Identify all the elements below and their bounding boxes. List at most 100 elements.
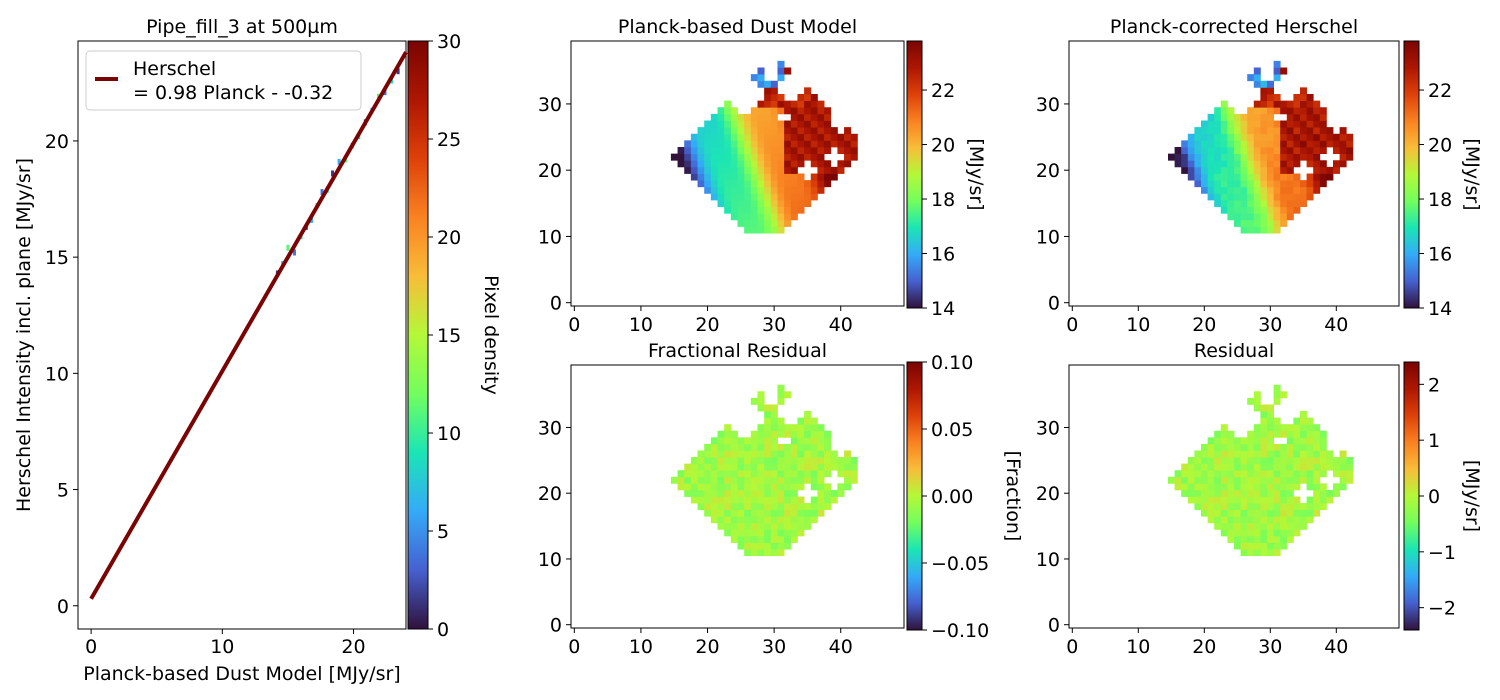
map-cell [750, 463, 758, 471]
map-cell [750, 200, 758, 208]
map-cell [777, 94, 785, 102]
map-cell [824, 127, 832, 135]
map-cell [1240, 147, 1248, 155]
map-cell [1207, 509, 1215, 517]
map-cell [1280, 522, 1288, 530]
map-cell [1227, 173, 1235, 181]
map-cell [830, 127, 838, 135]
map-cell [1339, 450, 1347, 458]
map-cell [730, 509, 738, 517]
map-cell [677, 147, 685, 155]
colorbar-tick-label: 1 [1428, 430, 1440, 452]
colorbar-tick-label: 16 [1428, 244, 1452, 266]
map-cell [690, 153, 698, 161]
map-cell [730, 213, 738, 221]
map-cell [1313, 107, 1321, 115]
map-cell [764, 522, 772, 530]
map-cell [1234, 120, 1241, 128]
map-cell [1253, 120, 1261, 128]
x-tick-label: 20 [1192, 636, 1216, 658]
map-cell [1240, 496, 1248, 504]
map-cell [1247, 74, 1255, 82]
map-cell [777, 166, 785, 174]
map-cell [1273, 496, 1281, 504]
map-cell [810, 160, 818, 168]
map-cell [837, 489, 845, 497]
map-cell [1326, 173, 1334, 181]
map-cell [1306, 509, 1314, 517]
map-cell [1313, 173, 1321, 181]
map-cell [1273, 476, 1281, 484]
map-cell [1280, 450, 1288, 458]
map-cell [724, 424, 732, 432]
map-cell [1207, 470, 1215, 478]
map-cell [737, 113, 745, 121]
map-cell [1247, 140, 1255, 148]
map-cell [1300, 437, 1307, 445]
map-cell [704, 120, 712, 128]
map-cell [804, 180, 812, 188]
map-cell [1293, 206, 1301, 214]
map-cell [1306, 483, 1314, 491]
map-cell [1220, 200, 1228, 208]
map-cell [1207, 166, 1215, 174]
map-cell [1201, 503, 1208, 511]
map-cell [737, 509, 745, 517]
map-cell [1267, 516, 1274, 524]
map-cell [1306, 193, 1314, 201]
map-cell [1313, 476, 1321, 484]
map-cell [1207, 496, 1215, 504]
map-cell [1201, 127, 1208, 135]
map-cell [1214, 450, 1222, 458]
colorbar-tick-label: 0 [1428, 486, 1440, 508]
map-cell [730, 463, 738, 471]
map-cell [1247, 542, 1255, 550]
map-title: Residual [1194, 340, 1274, 362]
map-cell [737, 463, 745, 471]
map-cell [810, 193, 818, 201]
map-cell [770, 424, 778, 432]
map-cell [1187, 160, 1195, 168]
map-cell [710, 186, 718, 194]
map-cell [684, 476, 692, 484]
map-cell [1207, 140, 1215, 148]
x-tick-label: 40 [829, 636, 853, 658]
map-cell [1273, 470, 1281, 478]
map-cell [697, 180, 705, 188]
map-cell [1247, 173, 1255, 181]
map-cell [1220, 173, 1228, 181]
map-cell [1306, 173, 1314, 181]
map-cell [1220, 522, 1228, 530]
map-cell [764, 483, 772, 491]
map-cell [744, 140, 752, 148]
map-cell [1240, 140, 1248, 148]
map-cell [1300, 509, 1307, 517]
map-cell [704, 153, 712, 161]
colorbar-tick-label: 20 [1428, 135, 1452, 157]
map-cell [1273, 213, 1281, 221]
map-cell [750, 186, 758, 194]
map-cell [737, 120, 745, 128]
map-cell [1260, 483, 1268, 491]
map-cell [804, 463, 812, 471]
map-cell [757, 127, 765, 135]
map-cell [1339, 470, 1347, 478]
map-cell [817, 430, 825, 438]
map-cell [1253, 535, 1261, 543]
map-cell [1253, 206, 1261, 214]
map-cell [1240, 542, 1248, 550]
map-cell [710, 516, 718, 524]
map-cell [757, 213, 765, 221]
map-cell [804, 186, 812, 194]
map-cell [1240, 535, 1248, 543]
map-cell [757, 226, 765, 234]
map-cell [757, 516, 765, 524]
map-cell [817, 503, 825, 511]
map-cell [1280, 443, 1288, 451]
map-cell [790, 496, 798, 504]
map-cell [744, 160, 752, 168]
map-cell [724, 443, 732, 451]
map-cell [1194, 160, 1202, 168]
map-cell [757, 542, 765, 550]
map-cell [1293, 417, 1301, 425]
